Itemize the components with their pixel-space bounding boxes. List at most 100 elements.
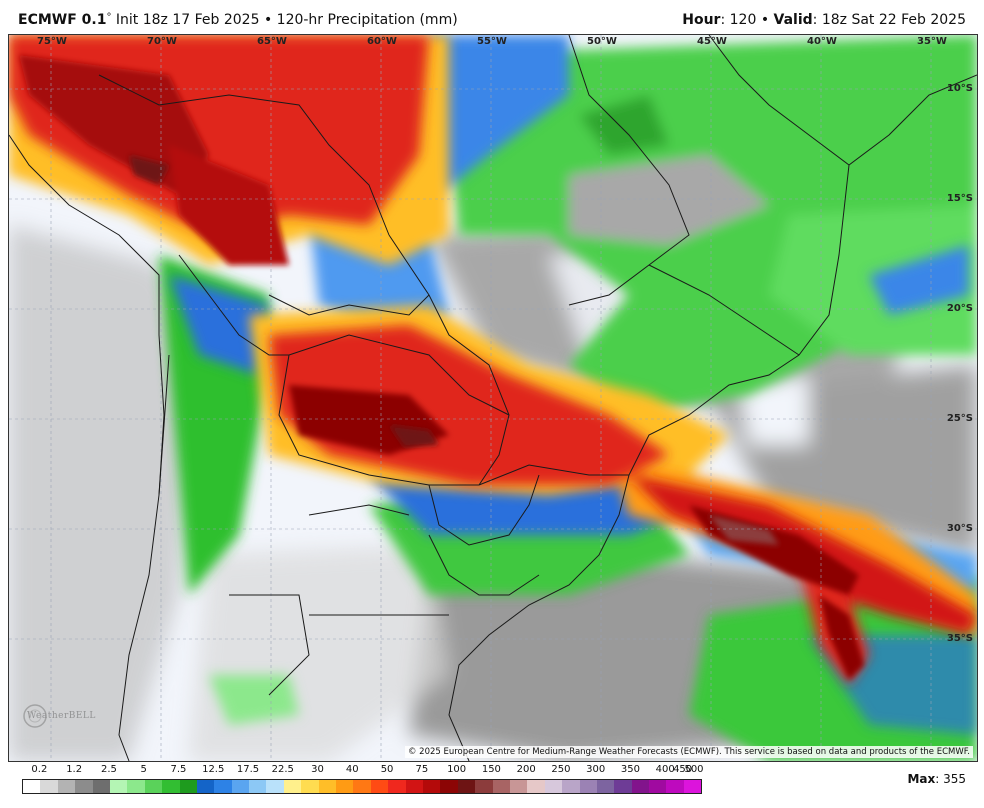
legend-swatch [649,780,667,793]
legend-swatch [92,780,110,793]
bullet-separator: • [760,12,770,28]
legend-swatch [614,780,632,793]
extreme-fields [129,155,779,545]
legend-swatch [109,780,128,793]
lat-label-25s: 25°S [946,413,973,424]
model-name: ECMWF 0.1 [18,12,107,28]
legend-swatch [249,780,267,793]
legend-swatch [231,780,250,793]
legend-color-bar [22,779,702,794]
legend-swatch [57,780,76,793]
legend-labels: 0.2 1.2 2.5 5 7.5 12.5 17.5 22.5 30 40 50 75 100 150 2… [22,764,703,778]
legend-label: 50 [380,764,394,775]
lon-label-35w: 35°W [917,36,947,47]
lat-label-10s: 10°S [946,83,973,94]
legend-label: 2.5 [100,764,117,775]
init-time: Init 18z 17 Feb 2025 [115,12,260,28]
legend-swatch [562,780,580,793]
legend-swatch [214,780,232,793]
legend-label: 75 [415,764,429,775]
valid-time-block: Hour: 120 • Valid: 18z Sat 22 Feb 2025 [682,12,966,28]
max-value: Max: 355 [907,772,966,786]
legend-swatch [318,780,337,793]
legend-swatch [579,780,597,793]
legend-swatch [266,780,284,793]
legend-swatch [196,780,215,793]
legend-label: 40 [345,764,359,775]
lon-label-50w: 50°W [587,36,617,47]
legend-label: 1.2 [66,764,83,775]
legend-label: 200 [516,764,536,775]
legend-swatch [40,780,58,793]
legend-label: 5 [140,764,147,775]
legend-swatch [527,780,545,793]
legend-label: 0.2 [31,764,48,775]
legend-swatch [596,780,615,793]
legend-label: 150 [481,764,501,775]
legend-swatch [388,780,406,793]
legend-swatch [301,780,319,793]
max-label-text: Max [907,772,936,786]
precipitation-map: 75°W 70°W 65°W 60°W 55°W 50°W 45°W 40°W … [8,34,978,762]
legend-label: 12.5 [202,764,225,775]
legend-swatch [127,780,145,793]
bullet-separator: • [263,12,273,28]
lat-label-35s: 35°S [946,633,973,644]
lat-label-30s: 30°S [946,523,973,534]
legend-swatch [544,780,563,793]
lon-label-60w: 60°W [367,36,397,47]
legend-label: 400 [655,764,675,775]
legend-label: 250 [551,764,571,775]
graticule [9,35,977,761]
legend-label: 30 [311,764,324,775]
legend-swatch [353,780,371,793]
lon-label-40w: 40°W [807,36,837,47]
dark-red-fields [19,55,864,680]
watermark-text: WeatherBELL [27,711,96,721]
legend-swatch [144,780,163,793]
map-title: ECMWF 0.1° Init 18z 17 Feb 2025 • 120-hr… [18,12,458,28]
legend-swatch [457,780,476,793]
legend-label: 7.5 [170,764,187,775]
max-number: 355 [943,772,966,786]
hour-label: Hour [682,12,721,28]
legend-swatch [75,780,93,793]
legend-swatch [283,780,302,793]
legend-swatch [422,780,441,793]
legend-swatch [370,780,389,793]
hour-value: 120 [729,12,757,28]
legend-label: 450 [673,764,693,775]
weatherbell-logo: WeatherBELL [23,701,103,731]
legend-label: 22.5 [271,764,294,775]
legend-label: 17.5 [236,764,260,775]
degree-symbol: ° [106,12,112,23]
legend-swatch [179,780,197,793]
lat-label-15s: 15°S [946,193,973,204]
borders [9,35,977,761]
legend-swatch [492,780,510,793]
legend-swatch [683,780,702,793]
lon-label-65w: 65°W [257,36,287,47]
legend-swatch [23,780,41,793]
legend-swatch [162,780,180,793]
legend-swatch [336,780,354,793]
legend-swatch [440,780,458,793]
legend-swatch [475,780,493,793]
valid-label: Valid [773,12,813,28]
lon-label-70w: 70°W [147,36,177,47]
header: ECMWF 0.1° Init 18z 17 Feb 2025 • 120-hr… [0,0,984,34]
lon-label-75w: 75°W [37,36,67,47]
legend-label: 350 [620,764,640,775]
lon-label-45w: 45°W [697,36,727,47]
valid-value: 18z Sat 22 Feb 2025 [821,12,966,28]
legend-label: 100 [447,764,467,775]
legend-swatch [509,780,528,793]
legend-label: 300 [586,764,606,775]
copyright-notice: © 2025 European Centre for Medium-Range … [404,746,973,758]
lon-label-55w: 55°W [477,36,507,47]
precip-legend: 0.2 1.2 2.5 5 7.5 12.5 17.5 22.5 30 40 50 75 100 150 2… [22,764,704,798]
product-name: 120-hr Precipitation (mm) [276,12,458,28]
legend-swatch [631,780,650,793]
logo-swirl-icon [23,704,47,728]
